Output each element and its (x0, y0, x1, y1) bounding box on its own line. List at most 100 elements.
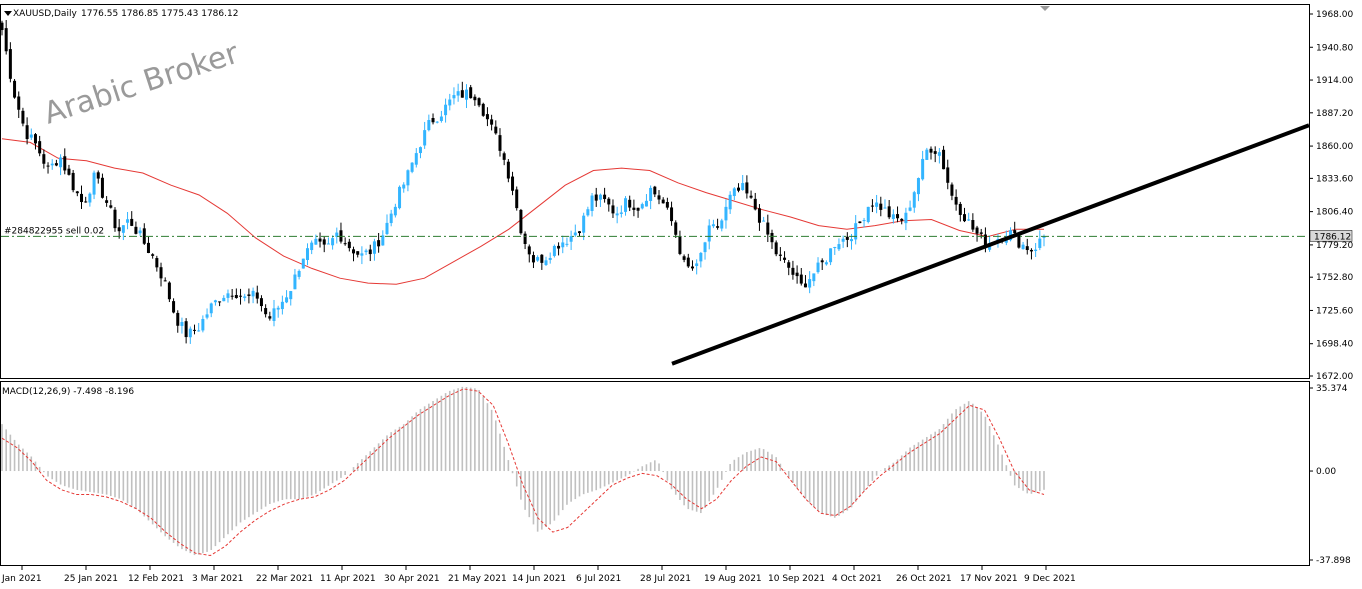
candle-body (251, 290, 255, 297)
candle-body (1017, 235, 1021, 248)
price-tick-label: 1752.80 (1316, 273, 1353, 283)
candle-body (113, 209, 117, 229)
candle-body (381, 235, 385, 246)
candle-body (611, 205, 615, 214)
candle-body (724, 206, 728, 221)
candle-body (406, 170, 410, 186)
candle-body (565, 243, 569, 245)
candle-body (67, 168, 71, 175)
candle-body (544, 260, 548, 265)
candle-body (393, 206, 397, 216)
candle-body (749, 195, 753, 198)
moving-average-line (1, 138, 1044, 285)
candle-body (259, 298, 263, 307)
candle-body (820, 260, 824, 263)
candle-body (665, 201, 669, 208)
price-axis: 1968.00 1940.80 1914.00 1887.20 1860.00 1833.… (1309, 10, 1353, 382)
candle-body (1034, 249, 1038, 251)
candle-body (573, 232, 577, 236)
price-tick-label: 1887.20 (1316, 109, 1353, 119)
candle-body (916, 178, 920, 195)
candle-body (339, 230, 343, 242)
candle-body (577, 231, 581, 234)
candle-body (515, 189, 519, 209)
candle-body (519, 209, 523, 234)
candle-body (711, 224, 715, 227)
shift-marker-icon[interactable] (1040, 6, 1050, 11)
candle-body (180, 322, 184, 326)
candle-body (975, 227, 979, 234)
price-tick-label: 1725.60 (1316, 306, 1353, 316)
candle-body (192, 329, 196, 331)
time-axis: Jan 2021 25 Jan 2021 12 Feb 2021 3 Mar 2021… (1, 566, 1076, 584)
candle-body (598, 194, 602, 200)
time-tick-label: 9 Dec 2021 (1024, 574, 1076, 584)
candle-body (465, 89, 469, 100)
candle-body (243, 296, 247, 298)
candle-body (1038, 238, 1042, 248)
candle-body (21, 110, 25, 124)
candle-body (423, 130, 427, 146)
candles (0, 20, 1046, 344)
candle-body (293, 274, 297, 290)
dropdown-icon[interactable] (4, 11, 12, 16)
candle-body (314, 238, 318, 245)
macd-axis: 35.374 0.00 -37.898 (1309, 384, 1351, 566)
candle-body (674, 222, 678, 235)
macd-histogram (1, 386, 1045, 556)
candle-body (176, 312, 180, 326)
candle-body (301, 258, 305, 269)
candle-body (439, 116, 443, 121)
candle-body (418, 147, 422, 154)
candle-body (950, 184, 954, 196)
candle-body (778, 254, 782, 256)
candle-body (946, 167, 950, 183)
candle-body (962, 214, 966, 222)
candle-body (473, 96, 477, 101)
time-tick-label: Jan 2021 (1, 574, 42, 584)
candle-body (398, 186, 402, 209)
time-tick-label: 22 Mar 2021 (256, 574, 313, 584)
candle-body (452, 95, 456, 99)
candle-body (707, 225, 711, 242)
candle-body (812, 273, 816, 282)
candle-body (783, 257, 787, 260)
candle-body (4, 28, 8, 52)
candle-body (105, 200, 109, 203)
candle-body (335, 232, 339, 237)
time-tick-label: 12 Feb 2021 (128, 574, 184, 584)
candle-body (377, 240, 381, 247)
current-price-tag (1309, 230, 1353, 242)
candle-body (858, 221, 862, 224)
candle-body (741, 183, 745, 190)
candle-body (615, 213, 619, 216)
candle-body (213, 300, 217, 303)
trendline[interactable] (671, 123, 1310, 366)
candle-body (824, 262, 828, 265)
candle-body (172, 301, 176, 313)
candle-body (352, 249, 356, 254)
candle-body (247, 294, 251, 296)
candle-body (402, 184, 406, 189)
candle-body (130, 218, 134, 226)
candle-body (875, 202, 879, 207)
candle-body (619, 212, 623, 214)
candle-body (151, 254, 155, 256)
candle-body (791, 267, 795, 275)
candle-body (561, 242, 565, 248)
candle-body (636, 207, 640, 211)
candle-body (84, 201, 88, 203)
candle-body (900, 218, 904, 221)
candle-body (63, 156, 67, 171)
candle-body (42, 154, 46, 164)
candle-body (753, 198, 757, 210)
candle-body (126, 219, 130, 223)
moving-average (1, 138, 1044, 285)
candle-body (444, 104, 448, 116)
candle-body (80, 193, 84, 203)
candle-body (657, 195, 661, 200)
candle-body (155, 258, 159, 268)
price-tick-label: 1940.80 (1316, 43, 1353, 53)
candle-body (46, 165, 50, 167)
